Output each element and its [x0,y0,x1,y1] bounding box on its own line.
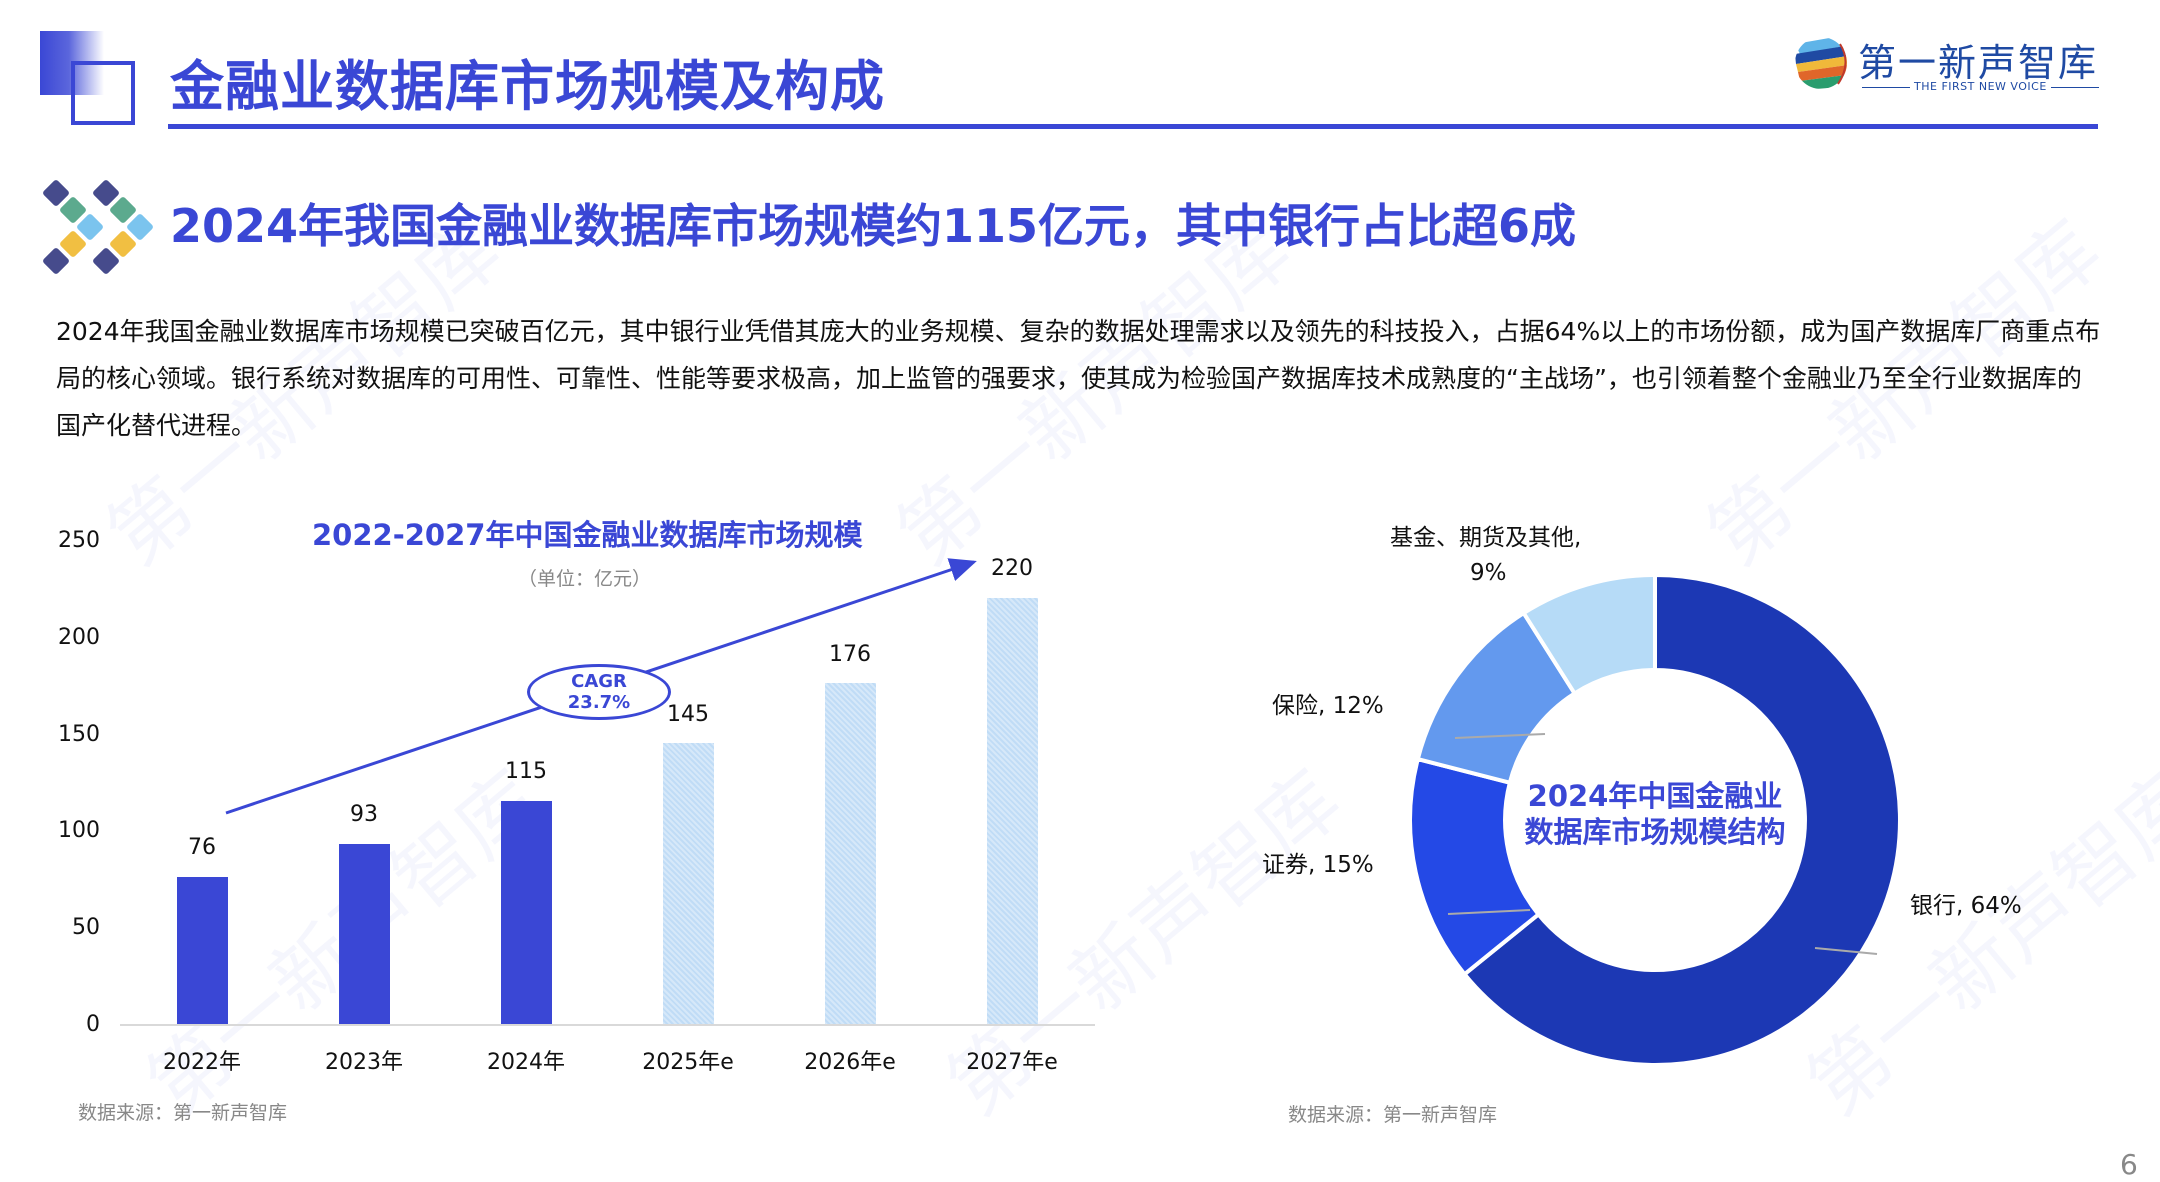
body-paragraph: 2024年我国金融业数据库市场规模已突破百亿元，其中银行业凭借其庞大的业务规模、… [56,317,2101,440]
bar-value-label: 220 [991,556,1033,581]
bar-2025e [663,743,714,1024]
bar-2024 [501,801,552,1024]
bar-2026e [825,683,876,1024]
header-divider [168,124,2098,129]
donut-label-bank: 银行, 64% [1910,893,2022,919]
cagr-label: CAGR [571,671,627,692]
bar-value-label: 145 [667,702,709,727]
logo-tagline-text: THE FIRST NEW VOICE [1914,80,2047,93]
y-tick-label: 100 [58,818,100,843]
donut-chart-source: 数据来源：第一新声智库 [1288,1104,1498,1126]
bar-chart-title: 2022-2027年中国金融业数据库市场规模 [312,518,863,552]
donut-slice-bank [1461,572,1902,1067]
donut-label-insurance: 保险, 12% [1272,693,1384,719]
logo-globe-icon [1795,37,1847,89]
bar-2023 [339,844,390,1024]
bar-chart-source: 数据来源：第一新声智库 [78,1102,288,1124]
y-tick-label: 150 [58,722,100,747]
x-tick-label: 2024年 [487,1050,565,1075]
y-tick-label: 0 [86,1012,100,1037]
donut-label-funds-line1: 基金、期货及其他, [1390,525,1582,551]
donut-label-funds-line2: 9% [1470,560,1507,586]
donut-center-title: 2024年中国金融业 数据库市场规模结构 [1505,778,1805,850]
donut-center-line1: 2024年中国金融业 [1527,779,1783,813]
donut-chart [1408,572,1902,1067]
x-axis-line [120,1024,1095,1026]
donut-center-line2: 数据库市场规模结构 [1524,815,1786,849]
bar-2022 [177,877,228,1024]
bar-chart-unit: （单位：亿元） [518,568,652,590]
x-tick-label: 2027年e [966,1050,1058,1075]
logo-tagline: THE FIRST NEW VOICE [1858,80,2103,93]
bar-value-label: 115 [505,759,547,784]
bar-value-label: 93 [350,802,378,827]
cagr-value: 23.7% [567,692,631,713]
bar-value-label: 76 [188,835,216,860]
page-number: 6 [2120,1148,2138,1181]
logo-name: 第一新声智库 [1858,41,2099,85]
page-title: 金融业数据库市场规模及构成 [170,55,885,118]
donut-label-securities: 证券, 15% [1262,852,1374,878]
y-tick-label: 250 [58,528,100,553]
x-tick-label: 2023年 [325,1050,403,1075]
y-tick-label: 200 [58,625,100,650]
section-subtitle: 2024年我国金融业数据库市场规模约115亿元，其中银行占比超6成 [170,199,1577,253]
donut-slice-funds [1520,572,1657,697]
header-decoration-outline-square [71,61,135,125]
bar-value-label: 176 [829,642,871,667]
bar-2027e [987,598,1038,1024]
x-tick-label: 2022年 [163,1050,241,1075]
x-tick-label: 2026年e [804,1050,896,1075]
x-tick-label: 2025年e [642,1050,734,1075]
cagr-badge: CAGR 23.7% [527,664,671,720]
diamond-pattern-icon [43,180,153,274]
y-tick-label: 50 [72,915,100,940]
